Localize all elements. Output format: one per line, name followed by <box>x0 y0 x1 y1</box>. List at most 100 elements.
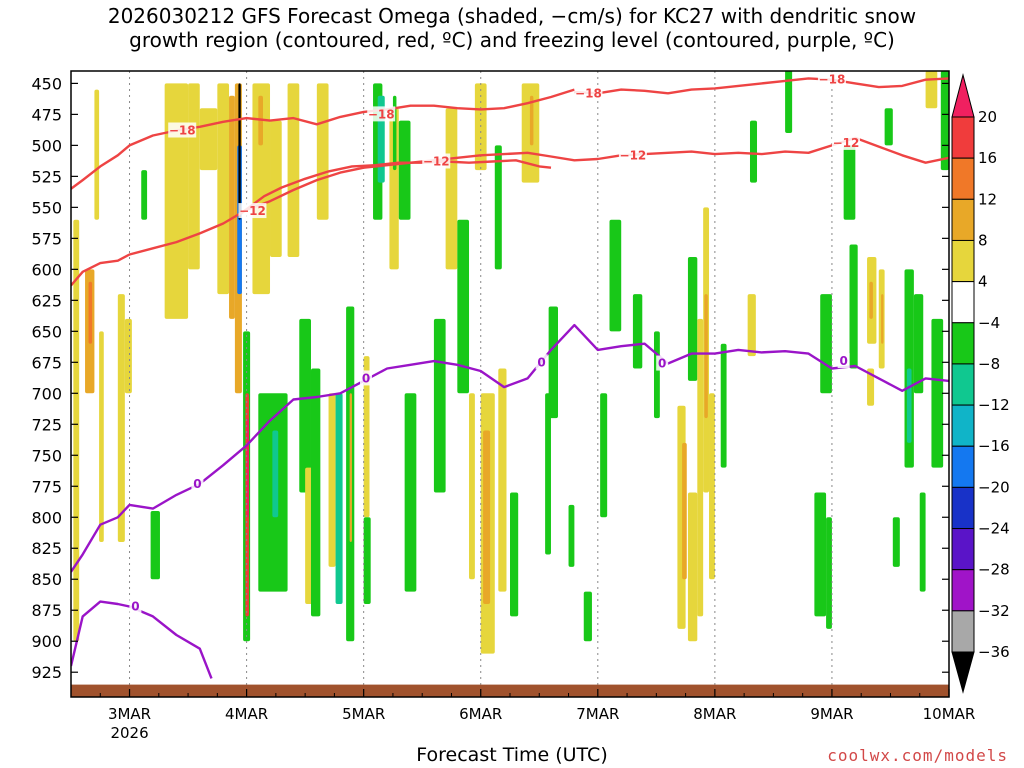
omega-cell <box>363 356 370 518</box>
y-tick-label: 650 <box>31 322 62 341</box>
omega-cell <box>931 318 944 468</box>
label-minus12: −12 <box>833 136 860 150</box>
label-freezing: 0 <box>537 355 545 369</box>
omega-cell <box>483 430 491 605</box>
y-tick-label: 850 <box>31 570 62 589</box>
omega-cell <box>925 71 938 109</box>
omega-cell <box>881 294 884 344</box>
omega-cell <box>892 517 900 567</box>
y-tick-label: 675 <box>31 353 62 372</box>
label-minus12-bg <box>238 203 267 219</box>
colorbar-bin <box>951 116 975 159</box>
label-minus12-bg <box>618 147 647 163</box>
x-tick-label: 8MAR <box>693 705 736 723</box>
credit-text[interactable]: coolwx.com/models <box>827 746 1008 765</box>
y-tick-label: 600 <box>31 260 62 279</box>
omega-cell <box>600 393 608 518</box>
colorbar-label: 8 <box>978 231 988 249</box>
colorbar-label: 12 <box>978 190 997 208</box>
omega-cell <box>287 83 300 257</box>
colorbar-label: 20 <box>978 108 997 126</box>
omega-cell <box>494 145 502 270</box>
omega-cell <box>270 120 282 257</box>
title-line-2: growth region (contoured, red, ºC) and f… <box>129 28 895 52</box>
dgz-minus12-contour <box>71 136 949 287</box>
y-tick-label: 725 <box>31 415 62 434</box>
y-tick-label: 450 <box>31 74 62 93</box>
omega-cell <box>229 95 235 319</box>
omega-cell <box>906 368 912 443</box>
omega-cell <box>404 393 417 592</box>
omega-cell <box>469 393 475 580</box>
omega-cell <box>697 318 704 617</box>
x-tick-label: 9MAR <box>810 705 853 723</box>
y-tick-label: 875 <box>31 601 62 620</box>
y-tick-label: 750 <box>31 446 62 465</box>
y-tick-label: 500 <box>31 136 62 155</box>
label-minus12: −12 <box>239 204 266 218</box>
omega-cell <box>687 256 698 381</box>
label-minus18-bg <box>168 122 197 138</box>
freezing-level-contour <box>71 323 949 573</box>
omega-cell <box>583 591 592 642</box>
omega-cell <box>398 120 411 220</box>
colorbar-label: −20 <box>978 478 1010 496</box>
label-freezing-bg <box>360 370 373 386</box>
label-freezing-bg <box>656 355 669 371</box>
omega-cell <box>749 120 758 183</box>
y-tick-label: 525 <box>31 167 62 186</box>
label-freezing: 0 <box>131 600 139 614</box>
y-axis: 450 475 500 525 550 575 600 625 650 675 700 725 750 7… <box>31 74 949 682</box>
omega-cell <box>310 368 321 617</box>
x-tick-label: 6MAR <box>459 705 502 723</box>
omega-cell <box>272 430 279 518</box>
colorbar-bin <box>951 569 975 612</box>
title-line-1: 2026030212 GFS Forecast Omega (shaded, −… <box>107 4 917 28</box>
colorbar-label: 16 <box>978 149 997 167</box>
omega-cell <box>124 318 132 394</box>
label-freezing-bg <box>191 475 204 491</box>
y-tick-label: 925 <box>31 663 62 682</box>
omega-cell <box>363 517 371 605</box>
label-minus18-bg <box>817 71 846 87</box>
omega-cell <box>814 492 827 617</box>
omega-cell <box>843 145 856 220</box>
omega-cell <box>150 511 160 580</box>
colorbar-bin <box>951 239 975 283</box>
omega-cell <box>785 71 793 133</box>
colorbar-bin <box>951 445 975 488</box>
omega-cell <box>99 331 104 543</box>
y-tick-label: 775 <box>31 477 62 496</box>
label-freezing: 0 <box>193 477 201 491</box>
omega-cell <box>94 89 100 220</box>
omega-cell <box>164 83 189 319</box>
omega-cell <box>682 442 687 580</box>
colorbar-label: −28 <box>978 561 1010 579</box>
x-tick-label: 7MAR <box>576 705 619 723</box>
omega-cell <box>335 393 343 605</box>
omega-cell <box>884 108 893 146</box>
omega-cell <box>913 294 924 394</box>
omega-cell <box>687 492 698 642</box>
colorbar: 20 16 12 8 4 −4 −8 −12 −16 −20 −24 −28 −32 −36 <box>951 73 1010 694</box>
omega-cell <box>568 504 575 567</box>
y-tick-label: 800 <box>31 508 62 527</box>
colorbar-top-arrow <box>951 73 975 118</box>
omega-shading <box>73 71 949 654</box>
omega-cell <box>141 170 148 220</box>
colorbar-bin <box>951 157 975 200</box>
omega-cell <box>238 83 241 220</box>
omega-cell <box>548 306 558 419</box>
omega-cell <box>867 368 875 406</box>
dgz-minus18-contour <box>239 159 552 215</box>
y-tick-label: 825 <box>31 539 62 558</box>
omega-cell <box>433 318 446 493</box>
label-minus12-bg <box>831 134 860 150</box>
omega-cell <box>545 393 551 555</box>
omega-cell <box>73 219 80 642</box>
colorbar-label: 4 <box>978 273 988 291</box>
colorbar-label: −12 <box>978 396 1010 414</box>
colorbar-bottom-arrow <box>951 651 975 694</box>
label-freezing: 0 <box>658 357 666 371</box>
label-minus12: −12 <box>423 154 450 168</box>
